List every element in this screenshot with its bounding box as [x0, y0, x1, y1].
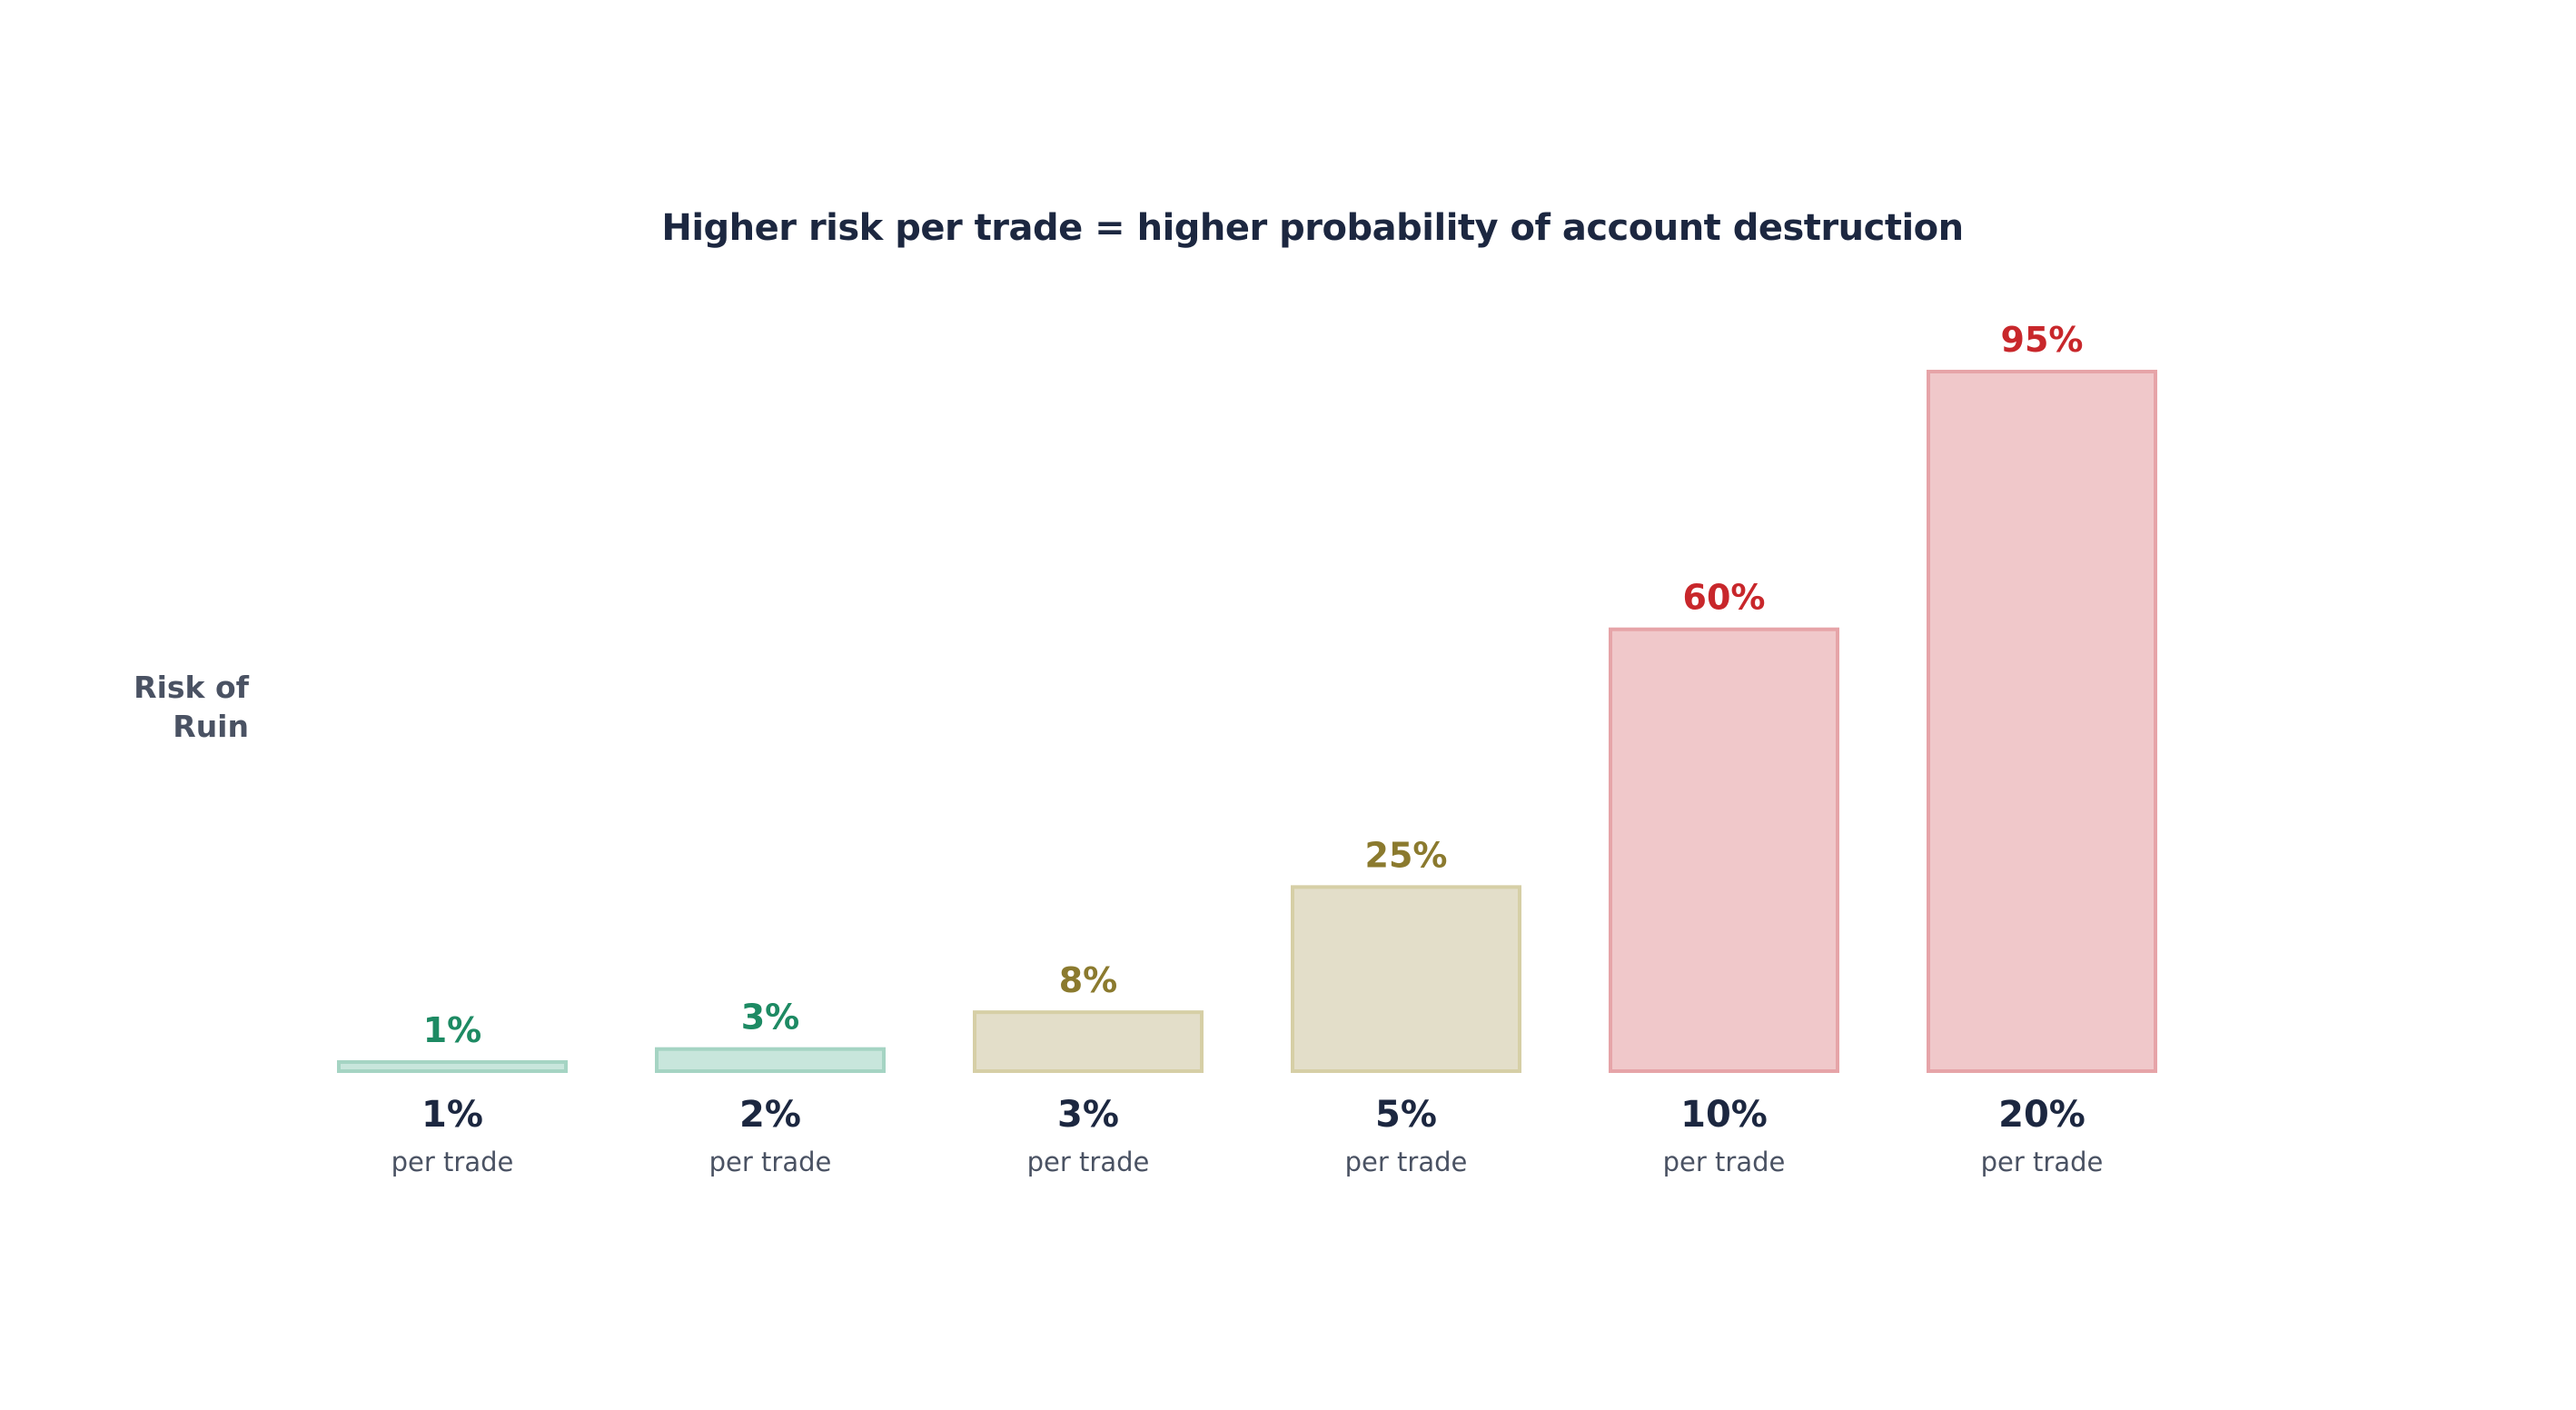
category-sublabel-4: per trade: [1345, 1147, 1468, 1177]
y-axis-label-line-1: Risk of: [134, 670, 249, 705]
category-sublabel-3: per trade: [1027, 1147, 1150, 1177]
bar-value-label-4: 25%: [1365, 835, 1448, 875]
chart-title: Higher risk per trade = higher probabili…: [661, 207, 1964, 249]
category-label-4: 5%: [1375, 1094, 1437, 1136]
bar-5: [1609, 627, 1839, 1073]
category-sublabel-2: per trade: [709, 1147, 832, 1177]
bar-value-label-3: 8%: [1059, 960, 1118, 1000]
bar-4: [1291, 885, 1521, 1073]
bar-2: [655, 1047, 886, 1073]
bar-1: [337, 1060, 568, 1073]
category-sublabel-5: per trade: [1663, 1147, 1786, 1177]
bar-3: [973, 1010, 1204, 1073]
bar-value-label-6: 95%: [2001, 320, 2084, 360]
category-label-3: 3%: [1057, 1094, 1119, 1136]
category-label-2: 2%: [739, 1094, 801, 1136]
category-sublabel-6: per trade: [1981, 1147, 2104, 1177]
category-label-1: 1%: [421, 1094, 483, 1136]
y-axis-label-line-2: Ruin: [173, 709, 249, 744]
bar-value-label-2: 3%: [741, 998, 800, 1038]
category-label-5: 10%: [1680, 1094, 1768, 1136]
bar-value-label-5: 60%: [1683, 578, 1766, 618]
bar-6: [1927, 370, 2157, 1073]
category-label-6: 20%: [1998, 1094, 2086, 1136]
y-axis-label: Risk of Ruin: [31, 668, 249, 746]
bar-value-label-1: 1%: [423, 1010, 482, 1050]
category-sublabel-1: per trade: [391, 1147, 514, 1177]
